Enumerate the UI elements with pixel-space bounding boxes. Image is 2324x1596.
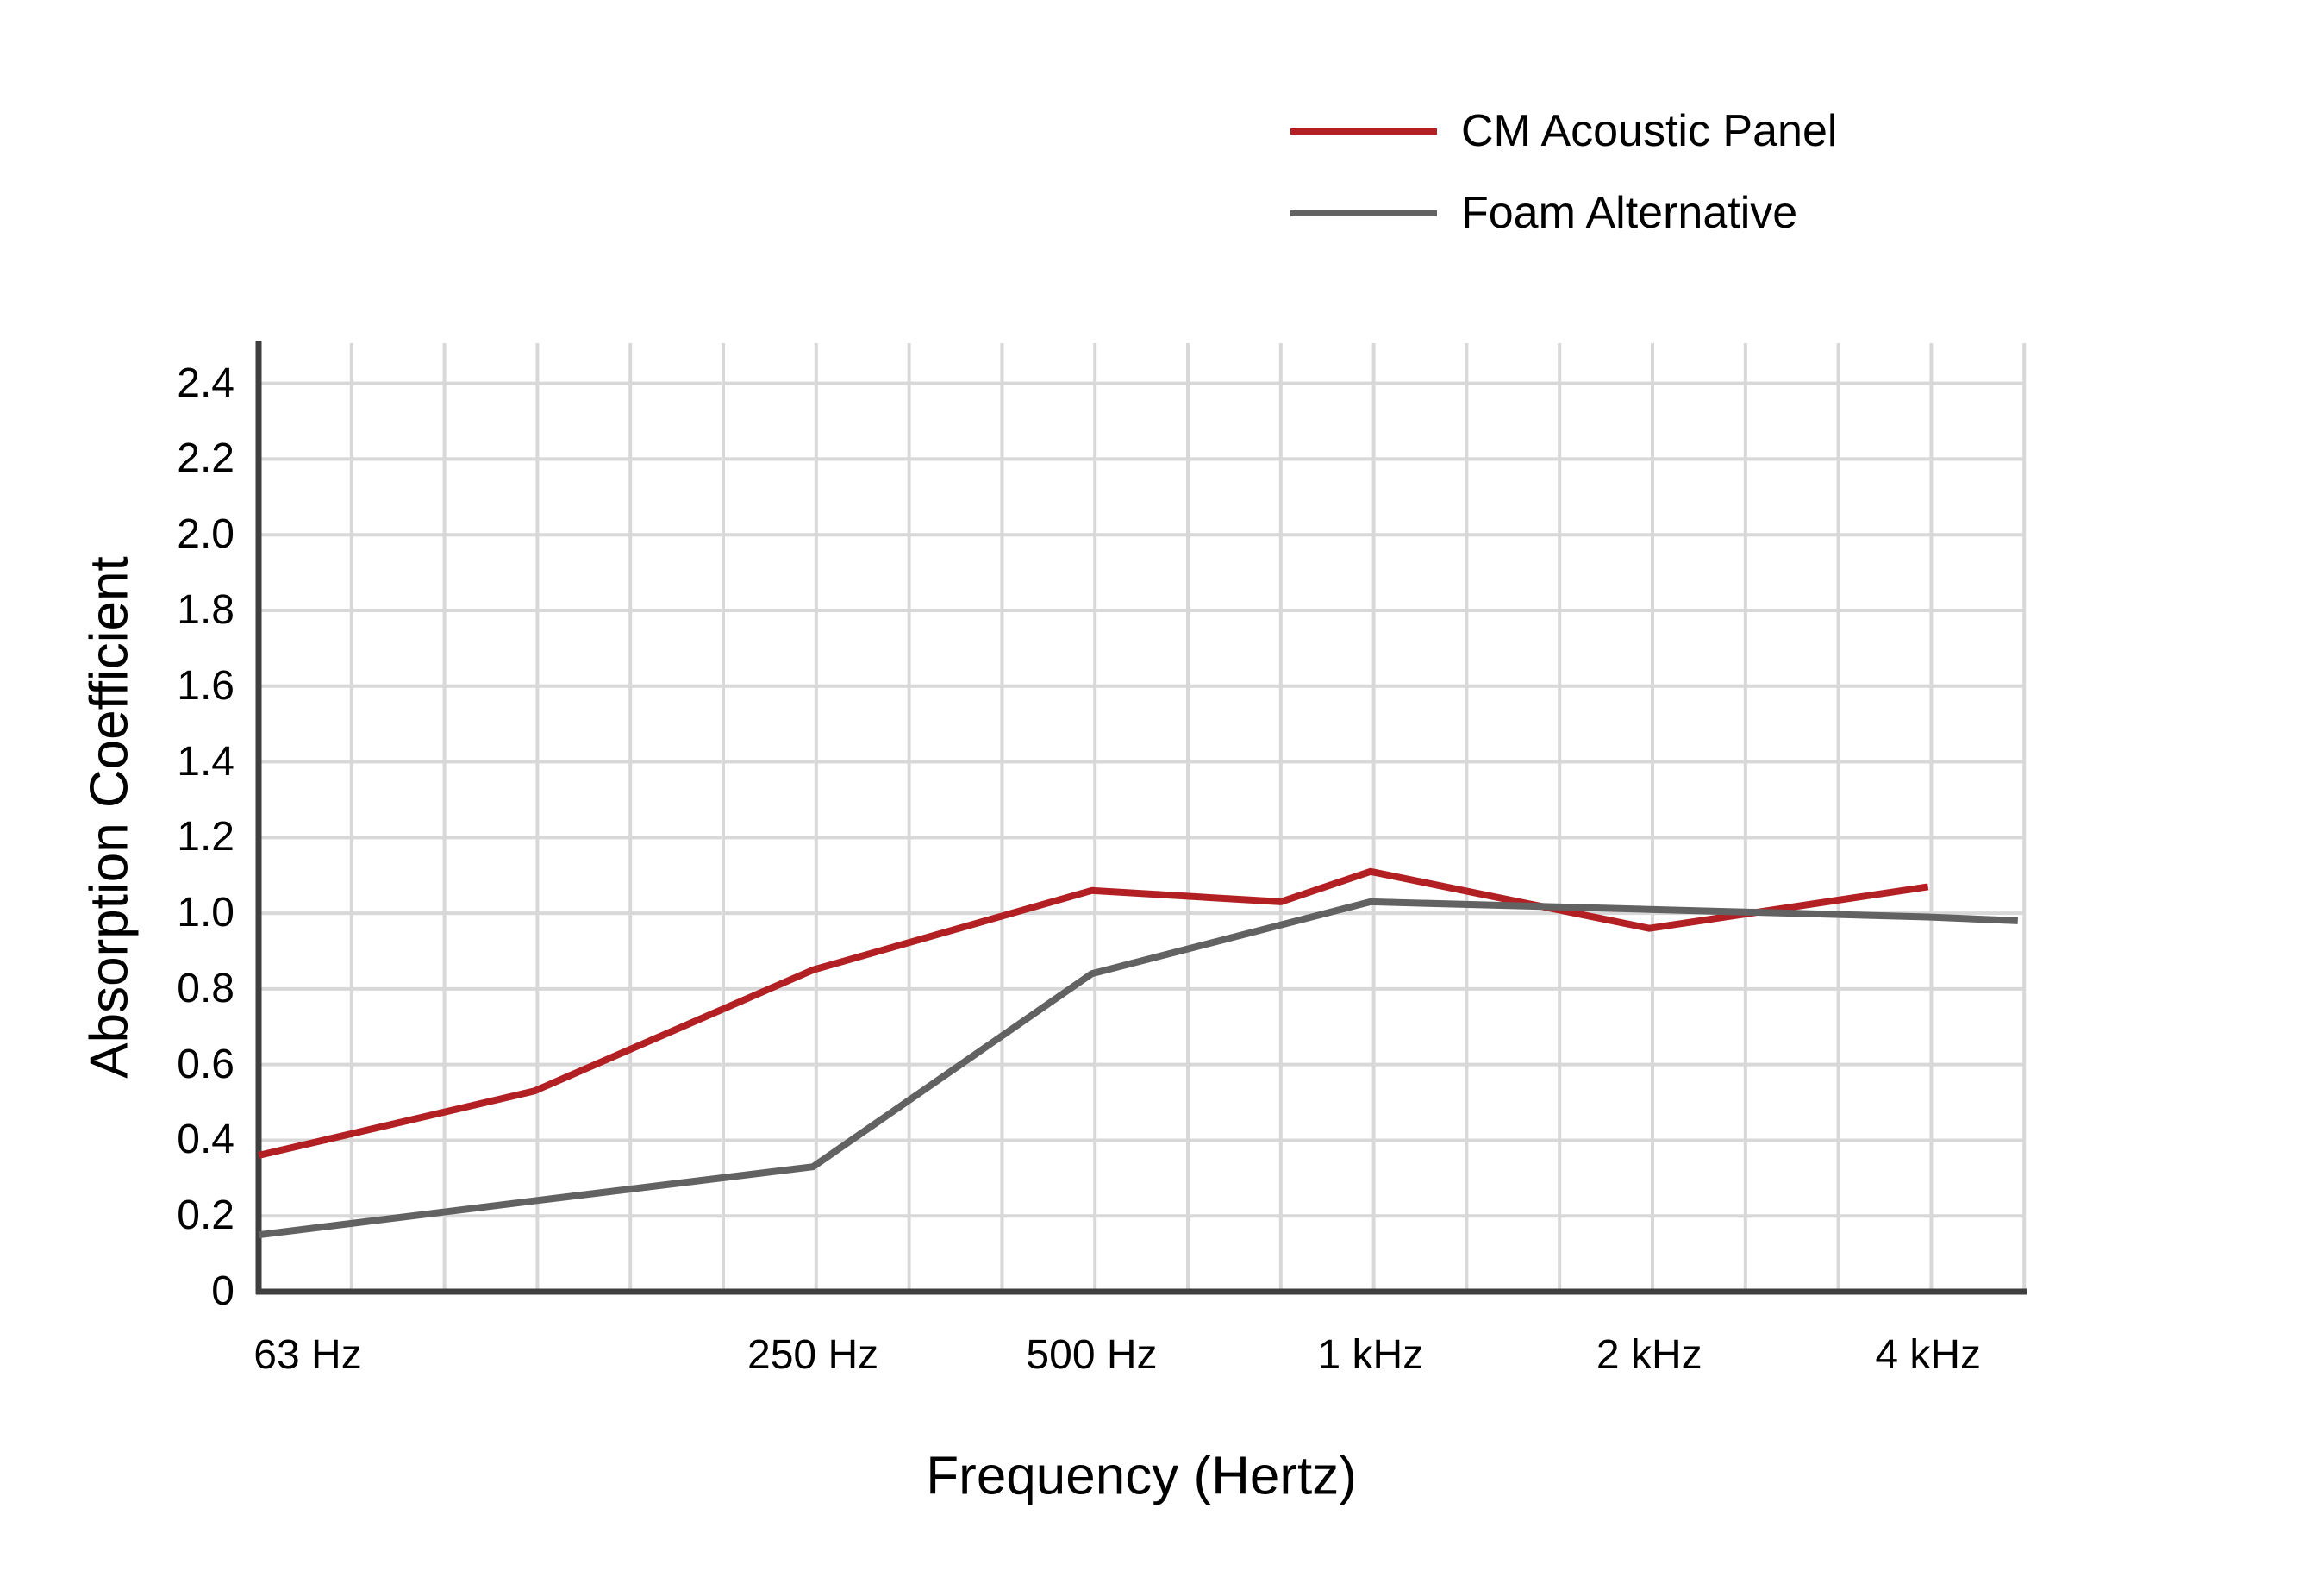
- legend-line-swatch-gray: [1290, 210, 1437, 216]
- y-tick-label: 1.2: [177, 814, 234, 861]
- legend-label: Foam Alternative: [1461, 188, 1798, 238]
- data-series-lines: [258, 867, 2018, 1239]
- y-tick-label: 0.4: [177, 1117, 234, 1163]
- y-tick-label: 1.6: [177, 662, 234, 709]
- legend-line-swatch-red: [1290, 128, 1437, 135]
- x-tick-label: 1 kHz: [1317, 1332, 1424, 1378]
- y-tick-label: 1.0: [177, 890, 234, 936]
- y-tick-label: 0.6: [177, 1041, 234, 1087]
- y-tick-label: 2.0: [177, 511, 234, 558]
- y-tick-label: 0.2: [177, 1192, 234, 1239]
- y-tick-label: 1.4: [177, 738, 234, 785]
- vertical-gridlines: [349, 343, 2027, 1292]
- y-axis-title: Absorption Coefficient: [79, 556, 140, 1079]
- horizontal-gridlines: [259, 381, 2025, 1218]
- x-tick-label: 4 kHz: [1875, 1332, 1982, 1378]
- legend-label: CM Acoustic Panel: [1461, 106, 1838, 156]
- y-tick-label: 0.8: [177, 965, 234, 1011]
- y-tick-label: 2.4: [177, 360, 234, 406]
- x-tick-label: 2 kHz: [1596, 1332, 1702, 1378]
- x-tick-label: 500 Hz: [1026, 1332, 1158, 1378]
- y-tick-label: 1.8: [177, 586, 234, 633]
- axes: [255, 341, 2027, 1295]
- y-tick-label: 0: [211, 1268, 234, 1314]
- x-axis-title: Frequency (Hertz): [926, 1446, 1357, 1506]
- x-tick-label: 63 Hz: [253, 1332, 362, 1378]
- y-tick-label: 2.2: [177, 435, 234, 482]
- x-tick-label: 250 Hz: [747, 1332, 879, 1378]
